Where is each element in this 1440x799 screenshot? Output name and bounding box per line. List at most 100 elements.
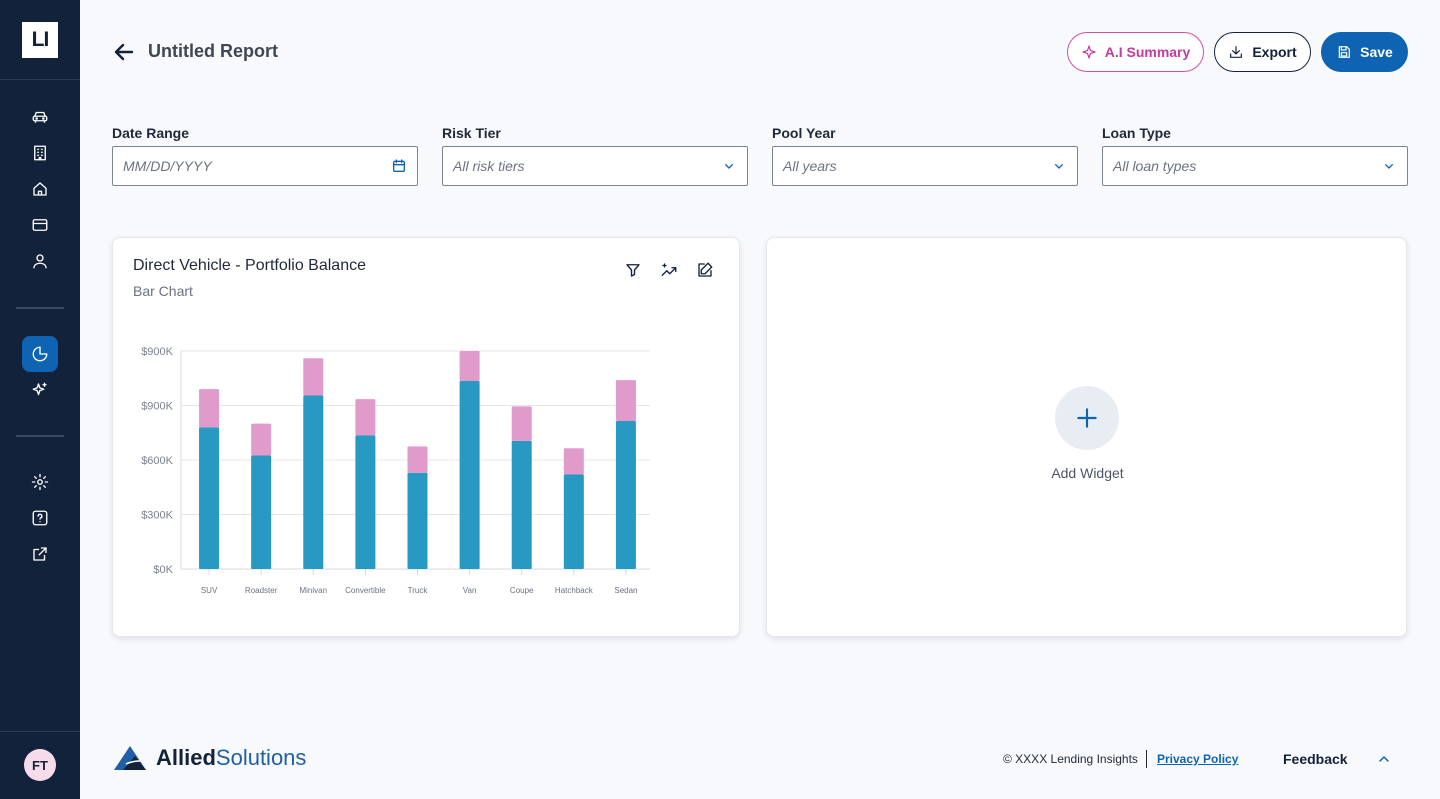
avatar[interactable]: FT <box>24 749 56 781</box>
widget-title: Direct Vehicle - Portfolio Balance <box>133 257 366 274</box>
sparkle-icon <box>32 382 47 396</box>
car-icon <box>32 111 48 123</box>
copyright: © XXXX Lending Insights <box>1003 752 1138 766</box>
widget-subtitle: Bar Chart <box>133 283 193 299</box>
bar-coupe-base <box>511 440 532 569</box>
sidebar-item-reports[interactable] <box>22 336 58 372</box>
risk-tier-value: All risk tiers <box>453 158 525 174</box>
trend-sparkle-icon <box>661 263 677 276</box>
save-button[interactable]: Save <box>1321 32 1408 72</box>
bar-truck-base <box>407 472 428 569</box>
sidebar-item-help[interactable] <box>22 500 58 536</box>
edit-icon <box>698 262 713 277</box>
x-tick-label: Convertible <box>345 586 386 595</box>
sidebar-item-cards[interactable] <box>22 207 58 243</box>
bar-suv-top <box>199 389 220 428</box>
x-tick-label: Minivan <box>299 586 327 595</box>
x-tick-label: Van <box>463 586 477 595</box>
filter-icon <box>626 264 640 277</box>
date-range-label: Date Range <box>112 125 190 141</box>
x-tick-label: SUV <box>201 586 218 595</box>
risk-tier-label: Risk Tier <box>442 125 501 141</box>
x-tick-label: Truck <box>408 586 429 595</box>
pool-year-select[interactable]: All years <box>772 146 1078 186</box>
ai-summary-button[interactable]: A.I Summary <box>1067 32 1204 72</box>
pie-chart-icon <box>32 346 48 362</box>
loan-type-label: Loan Type <box>1102 125 1171 141</box>
sidebar-divider <box>0 79 80 80</box>
sidebar-item-institutions[interactable] <box>22 135 58 171</box>
sidebar-item-settings[interactable] <box>22 464 58 500</box>
back-button[interactable] <box>112 40 136 64</box>
bar-minivan-base <box>303 395 324 569</box>
risk-tier-select[interactable]: All risk tiers <box>442 146 748 186</box>
bar-truck-top <box>407 446 428 473</box>
bar-van-top <box>459 351 480 381</box>
sparkle-icon <box>1082 45 1096 59</box>
sidebar-item-users[interactable] <box>22 243 58 279</box>
chevron-down-icon <box>725 164 733 169</box>
edit-button[interactable] <box>694 259 716 281</box>
user-icon <box>33 254 47 269</box>
bar-roadster-base <box>251 455 272 569</box>
export-label: Export <box>1252 44 1297 60</box>
date-range-input[interactable]: MM/DD/YYYY <box>112 146 418 186</box>
trend-button[interactable] <box>658 259 680 281</box>
sidebar-divider <box>16 307 64 309</box>
loan-type-select[interactable]: All loan types <box>1102 146 1408 186</box>
feedback-toggle[interactable] <box>1376 751 1392 767</box>
x-tick-label: Coupe <box>510 586 534 595</box>
bar-chart: $0K $300K $600K $900K $900K SUV Roadster Miniva… <box>141 346 650 595</box>
help-icon <box>32 510 48 526</box>
feedback-button[interactable]: Feedback <box>1283 751 1348 767</box>
plus-icon <box>1077 408 1097 428</box>
privacy-policy-link[interactable]: Privacy Policy <box>1157 752 1239 766</box>
bar-coupe-top <box>511 406 532 441</box>
gear-icon <box>31 473 49 491</box>
pool-year-value: All years <box>783 158 837 174</box>
loan-type-value: All loan types <box>1113 158 1197 174</box>
y-tick-label: $900K <box>141 401 173 413</box>
add-widget-button[interactable] <box>1055 386 1119 450</box>
sidebar-item-home[interactable] <box>22 171 58 207</box>
x-tick-label: Roadster <box>245 586 278 595</box>
add-widget-card: Add Widget <box>766 237 1407 637</box>
page-title: Untitled Report <box>148 41 278 61</box>
bar-sedan-base <box>615 420 636 569</box>
bar-hatchback-top <box>563 448 584 475</box>
y-tick-label: $600K <box>141 455 173 467</box>
footer-divider <box>1146 750 1147 768</box>
app-logo[interactable]: LI <box>22 22 58 58</box>
chevron-up-icon <box>1379 756 1389 762</box>
bar-suv-base <box>199 427 220 569</box>
bar-van-base <box>459 380 480 569</box>
calendar-icon[interactable] <box>391 158 407 174</box>
bar-convertible-top <box>355 399 376 436</box>
x-tick-label: Hatchback <box>555 586 594 595</box>
sidebar-item-vehicles[interactable] <box>22 99 58 135</box>
y-tick-label: $300K <box>141 510 173 522</box>
external-link-icon <box>33 547 47 561</box>
chart-widget: Direct Vehicle - Portfolio Balance Bar C… <box>112 237 740 637</box>
bar-hatchback-base <box>563 474 584 569</box>
export-button[interactable]: Export <box>1214 32 1311 72</box>
download-icon <box>1230 46 1243 58</box>
ai-summary-label: A.I Summary <box>1104 44 1191 60</box>
filter-button[interactable] <box>622 259 644 281</box>
save-icon <box>1338 46 1351 58</box>
sidebar-divider <box>0 731 80 732</box>
bar-convertible-base <box>355 435 376 569</box>
bar-minivan-top <box>303 358 324 396</box>
pool-year-label: Pool Year <box>772 125 836 141</box>
building-icon <box>34 145 46 161</box>
sidebar-item-ai[interactable] <box>22 372 58 408</box>
sidebar-item-external[interactable] <box>22 536 58 572</box>
y-tick-label: $0K <box>153 564 173 576</box>
add-widget-label: Add Widget <box>1051 465 1124 481</box>
chevron-down-icon <box>1385 164 1393 169</box>
bar-sedan-top <box>615 380 636 421</box>
date-range-placeholder: MM/DD/YYYY <box>123 158 212 174</box>
arrow-left-icon <box>114 43 134 61</box>
x-tick-label: Sedan <box>614 586 637 595</box>
credit-card-icon <box>32 219 48 231</box>
